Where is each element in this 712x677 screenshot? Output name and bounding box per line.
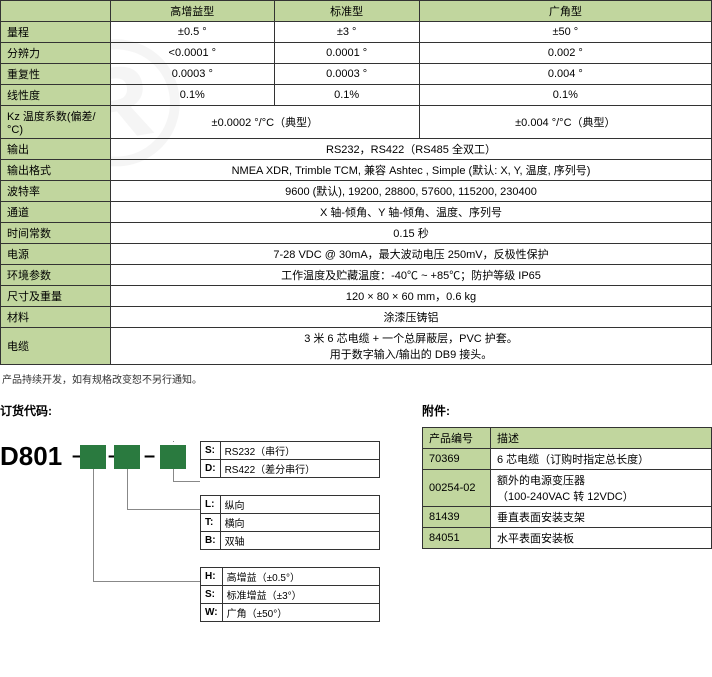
- spec-label: 分辨力: [1, 43, 111, 64]
- spec-header: 标准型: [274, 1, 419, 22]
- acc-partno: 84051: [423, 528, 491, 549]
- spec-label: 输出: [1, 139, 111, 160]
- spec-value: 0.0001 °: [274, 43, 419, 64]
- option-group-1: S:RS232（串行）D:RS422（差分串行）: [200, 441, 380, 478]
- spec-value: 120 × 80 × 60 mm，0.6 kg: [111, 286, 712, 307]
- spec-table: 高增益型标准型广角型量程±0.5 °±3 °±50 °分辨力<0.0001 °0…: [0, 0, 712, 365]
- spec-value: ±50 °: [419, 22, 711, 43]
- accessories-title: 附件:: [422, 402, 712, 419]
- option-key: L:: [201, 496, 221, 514]
- option-group-3: H:高增益（±0.5°）S:标准增益（±3°）W:广角（±50°）: [200, 567, 380, 622]
- spec-value: 0.1%: [111, 85, 275, 106]
- spec-value: 7-28 VDC @ 30mA，最大波动电压 250mV，反极性保护: [111, 244, 712, 265]
- spec-value: 0.0003 °: [111, 64, 275, 85]
- option-value: 纵向: [220, 496, 379, 514]
- spec-value: X 轴-倾角、Y 轴-倾角、温度、序列号: [111, 202, 712, 223]
- spec-label: 通道: [1, 202, 111, 223]
- spec-value: 0.15 秒: [111, 223, 712, 244]
- selector-box-2: [114, 445, 140, 469]
- option-value: 广角（±50°）: [222, 604, 379, 622]
- order-diagram: D801 – – – S:RS232（串行）D:RS422（差分串行） L:纵向…: [0, 427, 402, 677]
- selector-box-1: [80, 445, 106, 469]
- order-code-title: 订货代码:: [0, 402, 402, 419]
- spec-label: 电源: [1, 244, 111, 265]
- option-key: S:: [201, 586, 223, 604]
- option-value: 横向: [220, 514, 379, 532]
- spec-value: 0.1%: [419, 85, 711, 106]
- spec-label: 材料: [1, 307, 111, 328]
- acc-partno: 00254-02: [423, 470, 491, 507]
- option-key: B:: [201, 532, 221, 550]
- acc-desc: 垂直表面安装支架: [491, 507, 712, 528]
- spec-label: 重复性: [1, 64, 111, 85]
- selector-box-3: [160, 445, 186, 469]
- acc-header: 产品编号: [423, 428, 491, 449]
- spec-label: Kz 温度系数(偏差/°C): [1, 106, 111, 139]
- accessories-table: 产品编号描述703696 芯电缆（订购时指定总长度）00254-02额外的电源变…: [422, 427, 712, 549]
- spec-value: RS232，RS422（RS485 全双工）: [111, 139, 712, 160]
- option-value: 高增益（±0.5°）: [222, 568, 379, 586]
- spec-header: 高增益型: [111, 1, 275, 22]
- option-value: RS232（串行）: [220, 442, 379, 460]
- spec-value: ±0.004 °/°C（典型）: [419, 106, 711, 139]
- spec-header: 广角型: [419, 1, 711, 22]
- acc-partno: 81439: [423, 507, 491, 528]
- acc-header: 描述: [491, 428, 712, 449]
- spec-value: ±0.5 °: [111, 22, 275, 43]
- spec-value: 3 米 6 芯电缆 + 一个总屏蔽层，PVC 护套。用于数字输入/输出的 DB9…: [111, 328, 712, 365]
- spec-value: 工作温度及贮藏温度：-40℃ ~ +85℃；防护等级 IP65: [111, 265, 712, 286]
- model-number: D801: [0, 441, 62, 472]
- spec-label: 量程: [1, 22, 111, 43]
- option-key: S:: [201, 442, 221, 460]
- option-key: T:: [201, 514, 221, 532]
- dev-note: 产品持续开发，如有规格改变恕不另行通知。: [2, 371, 712, 386]
- acc-desc: 额外的电源变压器（100-240VAC 转 12VDC）: [491, 470, 712, 507]
- option-key: H:: [201, 568, 223, 586]
- option-value: 标准增益（±3°）: [222, 586, 379, 604]
- option-key: W:: [201, 604, 223, 622]
- acc-desc: 6 芯电缆（订购时指定总长度）: [491, 449, 712, 470]
- spec-value: 0.1%: [274, 85, 419, 106]
- spec-value: 0.002 °: [419, 43, 711, 64]
- spec-label: 波特率: [1, 181, 111, 202]
- spec-value: 9600 (默认), 19200, 28800, 57600, 115200, …: [111, 181, 712, 202]
- spec-value: ±3 °: [274, 22, 419, 43]
- spec-label: 环境参数: [1, 265, 111, 286]
- spec-value: ±0.0002 °/°C（典型）: [111, 106, 420, 139]
- option-key: D:: [201, 460, 221, 478]
- acc-desc: 水平表面安装板: [491, 528, 712, 549]
- spec-value: 涂漆压铸铝: [111, 307, 712, 328]
- option-group-2: L:纵向T:横向B:双轴: [200, 495, 380, 550]
- acc-partno: 70369: [423, 449, 491, 470]
- spec-value: 0.004 °: [419, 64, 711, 85]
- spec-label: 尺寸及重量: [1, 286, 111, 307]
- spec-value: 0.0003 °: [274, 64, 419, 85]
- spec-value: NMEA XDR, Trimble TCM, 兼容 Ashtec , Simpl…: [111, 160, 712, 181]
- spec-header: [1, 1, 111, 22]
- spec-value: <0.0001 °: [111, 43, 275, 64]
- spec-label: 电缆: [1, 328, 111, 365]
- spec-label: 输出格式: [1, 160, 111, 181]
- option-value: RS422（差分串行）: [220, 460, 379, 478]
- spec-label: 时间常数: [1, 223, 111, 244]
- option-value: 双轴: [220, 532, 379, 550]
- spec-label: 线性度: [1, 85, 111, 106]
